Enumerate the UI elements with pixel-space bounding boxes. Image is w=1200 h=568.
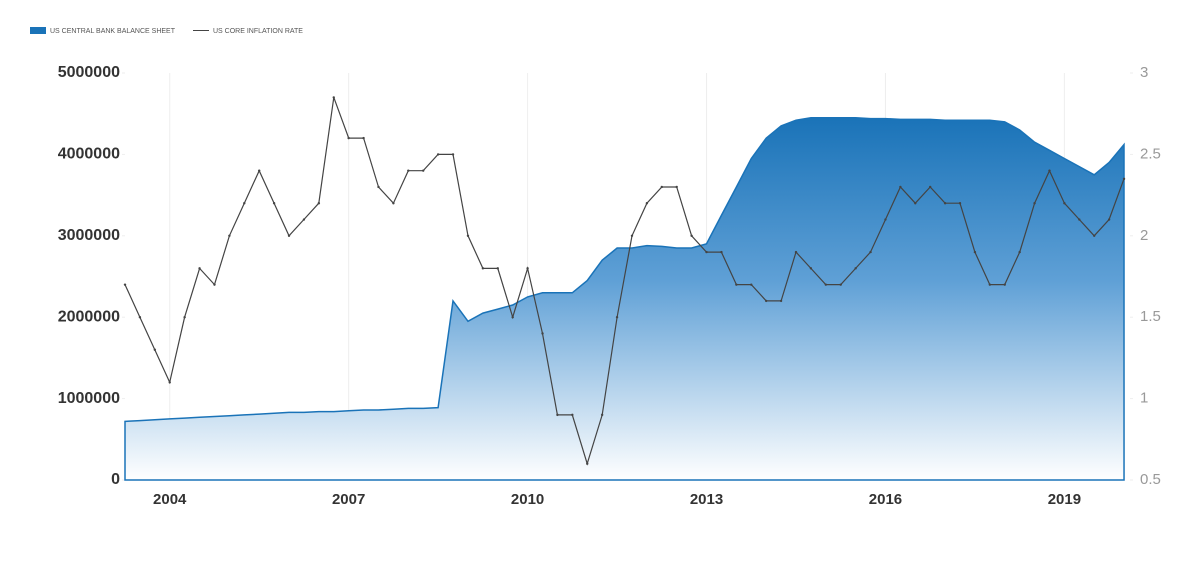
point: [824, 283, 828, 286]
point: [1063, 202, 1066, 205]
y2-tick-label: 1.5: [1140, 308, 1161, 325]
point: [556, 413, 559, 417]
point: [1033, 202, 1036, 205]
point: [392, 202, 395, 205]
point: [1078, 218, 1081, 221]
area: [124, 117, 1125, 481]
point: [1107, 218, 1111, 221]
point: [183, 316, 186, 319]
y2-tick-label: 2: [1140, 227, 1148, 244]
point: [332, 96, 335, 99]
y-tick-label: 4000000: [58, 146, 120, 163]
point: [407, 169, 410, 172]
point: [123, 283, 127, 286]
point: [600, 413, 604, 417]
point: [988, 283, 992, 286]
point: [347, 136, 350, 140]
point: [615, 316, 619, 319]
x-tick-label: 2004: [153, 491, 187, 508]
point: [466, 234, 470, 237]
point: [764, 299, 768, 303]
point: [1122, 177, 1126, 181]
point: [511, 316, 514, 319]
point: [377, 185, 380, 189]
point: [586, 462, 589, 465]
point: [302, 218, 306, 221]
point: [869, 250, 872, 254]
point: [287, 234, 291, 237]
point: [1003, 283, 1006, 286]
y-tick-label: 5000000: [58, 64, 120, 81]
point: [153, 348, 157, 351]
point: [228, 234, 231, 237]
point: [571, 413, 574, 417]
point: [526, 267, 529, 270]
point: [630, 234, 634, 237]
point: [928, 185, 932, 189]
point: [720, 250, 723, 254]
point: [690, 234, 693, 237]
y2-tick-label: 0.5: [1140, 471, 1161, 488]
point: [243, 202, 246, 205]
y-tick-label: 3000000: [58, 227, 120, 244]
point: [779, 299, 783, 303]
x-tick-label: 2019: [1048, 491, 1081, 508]
point: [884, 218, 887, 221]
y-tick-label: 1000000: [58, 390, 120, 407]
point: [1048, 169, 1051, 172]
point: [750, 283, 753, 286]
point: [899, 185, 902, 189]
point: [168, 381, 171, 384]
point: [362, 136, 365, 140]
point: [496, 267, 499, 270]
point: [943, 202, 947, 205]
point: [213, 283, 216, 286]
y2-tick-label: 2.5: [1140, 145, 1161, 162]
y-tick-label: 0: [111, 471, 120, 488]
point: [735, 283, 738, 286]
legend-label: US CENTRAL BANK BALANCE SHEET: [50, 28, 176, 35]
point: [257, 169, 261, 172]
point: [317, 202, 321, 205]
point: [436, 153, 440, 156]
point: [541, 332, 544, 335]
y-tick-label: 2000000: [58, 308, 120, 325]
legend-label: US CORE INFLATION RATE: [213, 28, 303, 35]
point: [660, 185, 663, 189]
point: [272, 202, 276, 205]
point: [705, 250, 708, 254]
point: [1018, 250, 1021, 254]
point: [198, 267, 201, 270]
point: [481, 267, 485, 270]
point: [794, 250, 798, 254]
point: [839, 283, 842, 286]
x-tick-label: 2013: [690, 491, 723, 508]
point: [854, 267, 857, 270]
point: [422, 169, 425, 172]
x-tick-label: 2007: [332, 491, 365, 508]
point: [675, 185, 678, 189]
point: [809, 267, 813, 270]
x-tick-label: 2016: [869, 491, 902, 508]
point: [451, 153, 455, 156]
x-tick-label: 2010: [511, 491, 544, 508]
point: [645, 202, 649, 205]
point: [138, 316, 142, 319]
point: [914, 202, 917, 205]
point: [1093, 234, 1096, 237]
point: [973, 250, 977, 254]
legend-swatch: [30, 27, 46, 34]
y2-tick-label: 1: [1140, 390, 1148, 407]
line: [124, 97, 1125, 466]
y2-tick-label: 3: [1140, 64, 1148, 81]
point: [958, 202, 962, 205]
